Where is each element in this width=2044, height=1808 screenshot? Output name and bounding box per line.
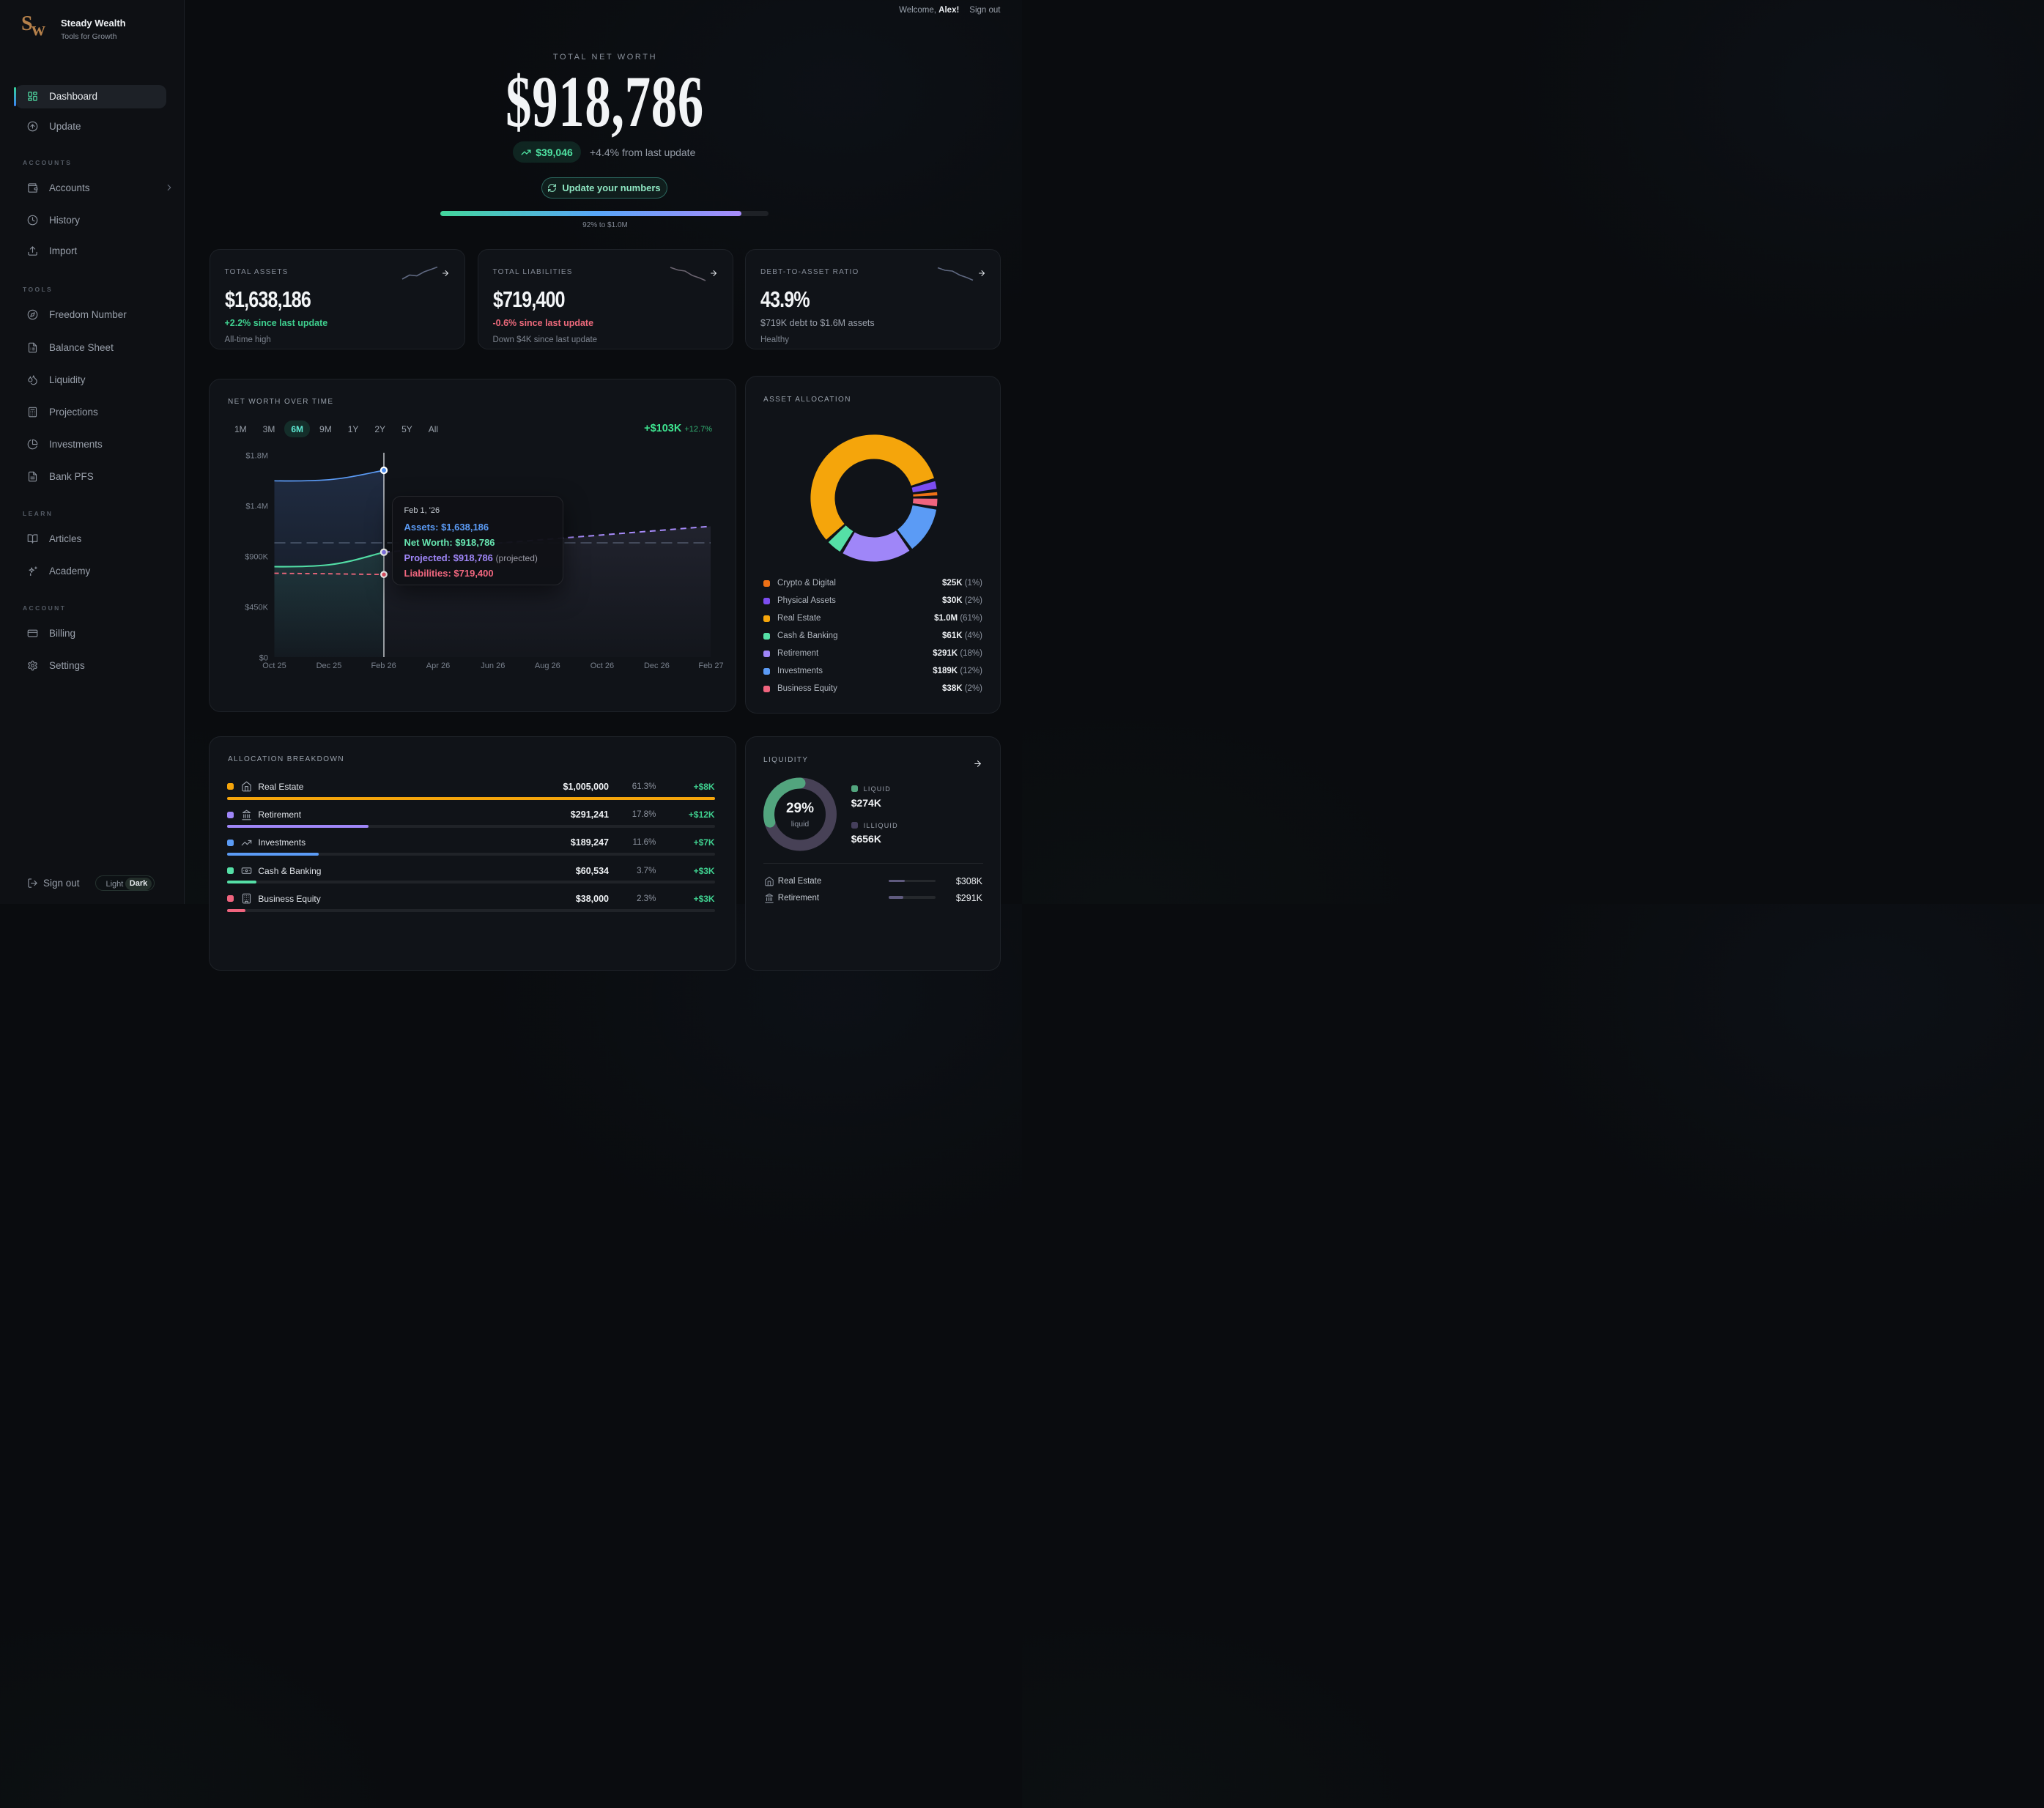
svg-text:$450K: $450K <box>245 604 268 612</box>
svg-text:Dec 25: Dec 25 <box>316 662 342 670</box>
svg-text:$1.4M: $1.4M <box>245 503 268 511</box>
svg-text:Oct 25: Oct 25 <box>262 662 286 670</box>
svg-text:Feb 26: Feb 26 <box>371 662 396 670</box>
svg-text:Dec 26: Dec 26 <box>644 662 670 670</box>
svg-text:$1.8M: $1.8M <box>245 452 268 461</box>
svg-text:$900K: $900K <box>245 553 268 562</box>
svg-text:Oct 26: Oct 26 <box>590 662 614 670</box>
svg-text:Aug 26: Aug 26 <box>535 662 560 670</box>
svg-text:Jun 26: Jun 26 <box>481 662 505 670</box>
svg-text:Apr 26: Apr 26 <box>426 662 450 670</box>
svg-text:Feb 27: Feb 27 <box>698 662 723 670</box>
svg-text:$0: $0 <box>259 654 268 663</box>
